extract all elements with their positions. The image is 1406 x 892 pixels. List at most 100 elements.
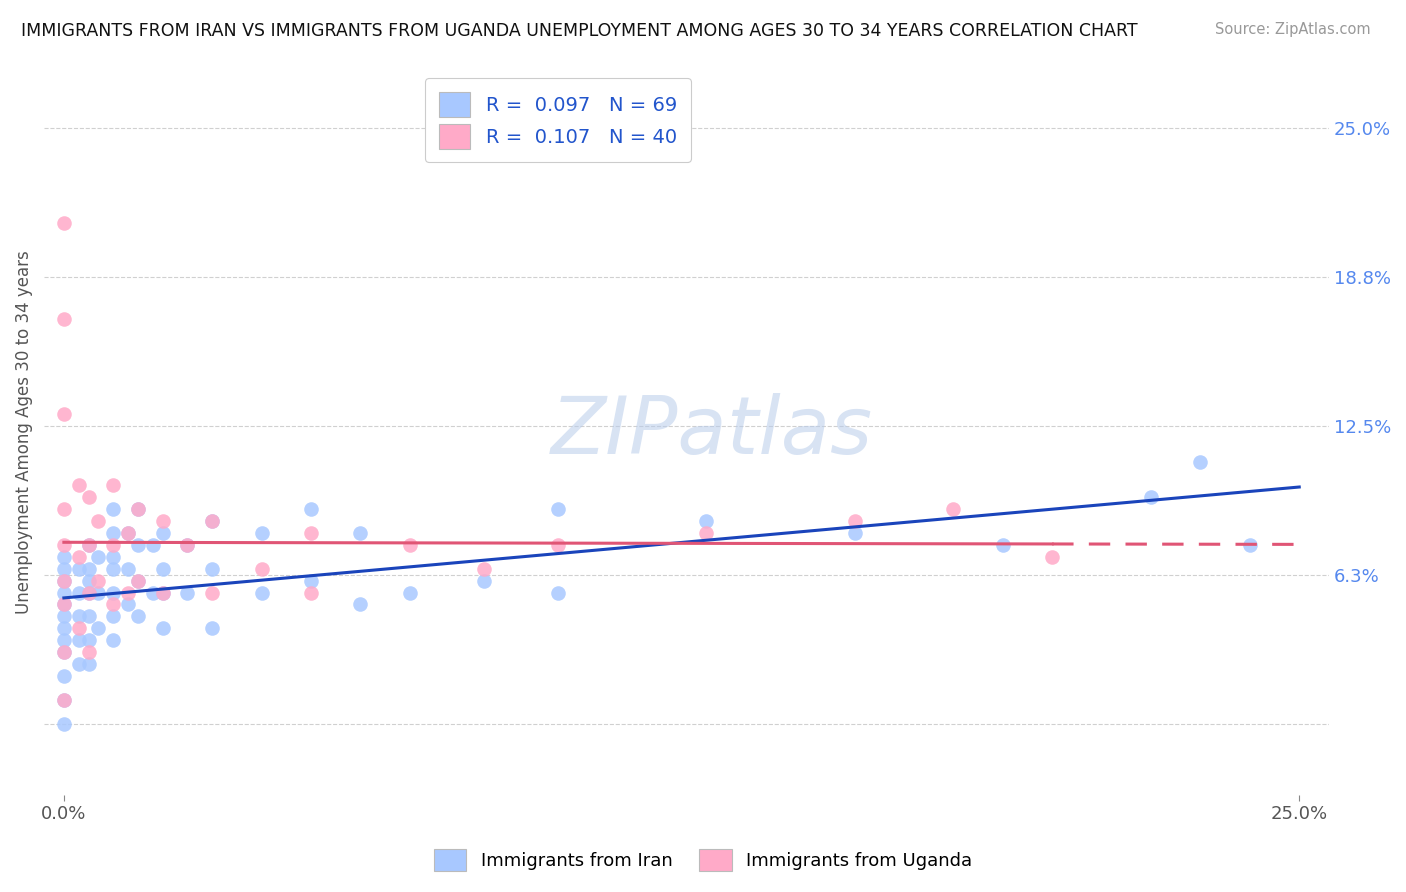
Text: Source: ZipAtlas.com: Source: ZipAtlas.com xyxy=(1215,22,1371,37)
Point xyxy=(77,491,100,505)
Point xyxy=(942,502,965,516)
Text: ZIPatlas: ZIPatlas xyxy=(551,392,873,471)
Point xyxy=(127,502,149,516)
Point xyxy=(77,609,100,624)
Point xyxy=(991,538,1014,552)
Point xyxy=(52,645,75,659)
Point xyxy=(349,526,371,541)
Point xyxy=(52,609,75,624)
Point xyxy=(398,585,420,599)
Point xyxy=(67,609,90,624)
Point xyxy=(152,514,174,528)
Point xyxy=(117,585,139,599)
Point xyxy=(152,621,174,635)
Point xyxy=(547,502,569,516)
Point xyxy=(299,574,322,588)
Point xyxy=(77,585,100,599)
Point xyxy=(103,526,125,541)
Point xyxy=(844,526,866,541)
Point xyxy=(127,609,149,624)
Point xyxy=(547,538,569,552)
Point xyxy=(201,621,224,635)
Point xyxy=(176,585,198,599)
Point xyxy=(52,502,75,516)
Point xyxy=(1040,549,1063,564)
Point xyxy=(472,574,495,588)
Point xyxy=(52,311,75,326)
Point xyxy=(127,538,149,552)
Point xyxy=(103,549,125,564)
Point xyxy=(250,562,273,576)
Point xyxy=(87,621,110,635)
Point xyxy=(67,562,90,576)
Point xyxy=(142,585,165,599)
Point xyxy=(117,526,139,541)
Point xyxy=(1189,454,1212,468)
Point xyxy=(117,562,139,576)
Point xyxy=(547,585,569,599)
Point xyxy=(472,562,495,576)
Point xyxy=(201,514,224,528)
Point xyxy=(77,633,100,648)
Point xyxy=(117,598,139,612)
Point xyxy=(87,585,110,599)
Point xyxy=(87,549,110,564)
Point xyxy=(52,693,75,707)
Point xyxy=(52,549,75,564)
Legend: R =  0.097   N = 69, R =  0.107   N = 40: R = 0.097 N = 69, R = 0.107 N = 40 xyxy=(426,78,690,162)
Point xyxy=(52,574,75,588)
Point xyxy=(176,538,198,552)
Point xyxy=(201,562,224,576)
Point xyxy=(87,514,110,528)
Legend: Immigrants from Iran, Immigrants from Uganda: Immigrants from Iran, Immigrants from Ug… xyxy=(426,842,980,879)
Point xyxy=(87,574,110,588)
Point xyxy=(103,609,125,624)
Point xyxy=(1140,491,1163,505)
Point xyxy=(77,585,100,599)
Point xyxy=(52,562,75,576)
Point xyxy=(695,526,717,541)
Point xyxy=(152,562,174,576)
Point xyxy=(103,633,125,648)
Point xyxy=(349,598,371,612)
Point xyxy=(103,585,125,599)
Point xyxy=(299,502,322,516)
Point xyxy=(117,526,139,541)
Y-axis label: Unemployment Among Ages 30 to 34 years: Unemployment Among Ages 30 to 34 years xyxy=(15,250,32,614)
Point xyxy=(77,538,100,552)
Point xyxy=(52,716,75,731)
Point xyxy=(103,478,125,492)
Point xyxy=(1239,538,1261,552)
Point xyxy=(52,693,75,707)
Point xyxy=(142,538,165,552)
Point xyxy=(77,538,100,552)
Point xyxy=(77,562,100,576)
Point xyxy=(844,514,866,528)
Point xyxy=(67,549,90,564)
Point xyxy=(103,538,125,552)
Point xyxy=(52,621,75,635)
Text: IMMIGRANTS FROM IRAN VS IMMIGRANTS FROM UGANDA UNEMPLOYMENT AMONG AGES 30 TO 34 : IMMIGRANTS FROM IRAN VS IMMIGRANTS FROM … xyxy=(21,22,1137,40)
Point xyxy=(127,574,149,588)
Point xyxy=(52,216,75,230)
Point xyxy=(77,657,100,671)
Point xyxy=(103,598,125,612)
Point xyxy=(176,538,198,552)
Point xyxy=(67,621,90,635)
Point xyxy=(67,633,90,648)
Point xyxy=(152,585,174,599)
Point xyxy=(52,538,75,552)
Point xyxy=(52,574,75,588)
Point xyxy=(67,478,90,492)
Point xyxy=(250,526,273,541)
Point xyxy=(398,538,420,552)
Point xyxy=(52,598,75,612)
Point xyxy=(77,645,100,659)
Point xyxy=(152,585,174,599)
Point xyxy=(77,574,100,588)
Point xyxy=(67,585,90,599)
Point xyxy=(67,657,90,671)
Point xyxy=(127,574,149,588)
Point xyxy=(250,585,273,599)
Point xyxy=(52,585,75,599)
